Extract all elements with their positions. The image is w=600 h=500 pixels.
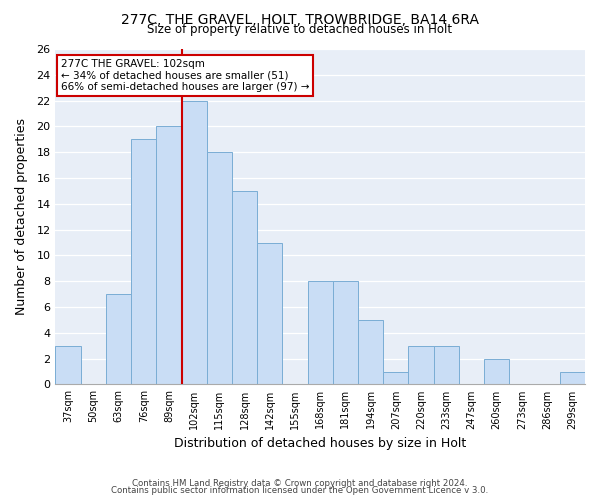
Bar bbox=[333, 281, 358, 384]
Bar bbox=[560, 372, 585, 384]
Text: Contains public sector information licensed under the Open Government Licence v : Contains public sector information licen… bbox=[112, 486, 488, 495]
Bar bbox=[55, 346, 80, 385]
Bar bbox=[308, 281, 333, 384]
Bar bbox=[484, 358, 509, 384]
Text: 277C THE GRAVEL: 102sqm
← 34% of detached houses are smaller (51)
66% of semi-de: 277C THE GRAVEL: 102sqm ← 34% of detache… bbox=[61, 59, 309, 92]
Text: Size of property relative to detached houses in Holt: Size of property relative to detached ho… bbox=[148, 24, 452, 36]
Bar bbox=[182, 100, 207, 385]
Text: Contains HM Land Registry data © Crown copyright and database right 2024.: Contains HM Land Registry data © Crown c… bbox=[132, 478, 468, 488]
Bar bbox=[409, 346, 434, 385]
Bar bbox=[434, 346, 459, 385]
Text: 277C, THE GRAVEL, HOLT, TROWBRIDGE, BA14 6RA: 277C, THE GRAVEL, HOLT, TROWBRIDGE, BA14… bbox=[121, 12, 479, 26]
Y-axis label: Number of detached properties: Number of detached properties bbox=[15, 118, 28, 315]
Bar bbox=[131, 140, 157, 384]
Bar bbox=[383, 372, 409, 384]
Bar bbox=[257, 242, 283, 384]
X-axis label: Distribution of detached houses by size in Holt: Distribution of detached houses by size … bbox=[174, 437, 466, 450]
Bar bbox=[106, 294, 131, 384]
Bar bbox=[232, 191, 257, 384]
Bar bbox=[207, 152, 232, 384]
Bar bbox=[157, 126, 182, 384]
Bar bbox=[358, 320, 383, 384]
